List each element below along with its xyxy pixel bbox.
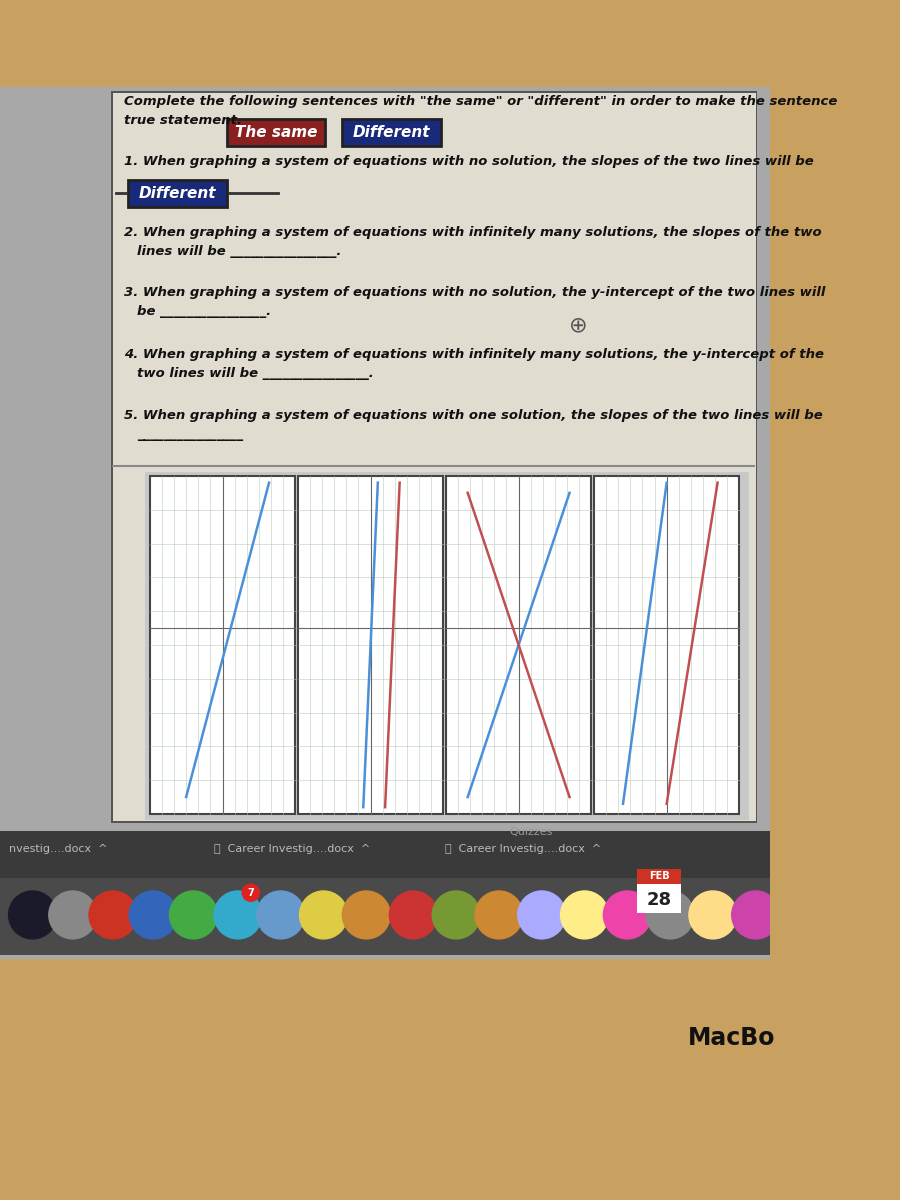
Text: lines will be ________________.: lines will be ________________. [137,245,341,258]
Text: 5. When graphing a system of equations with one solution, the slopes of the two : 5. When graphing a system of equations w… [124,409,823,422]
Circle shape [603,890,652,938]
Text: 1. When graphing a system of equations with no solution, the slopes of the two l: 1. When graphing a system of equations w… [124,155,814,168]
Circle shape [9,890,57,938]
Bar [0,832,770,878]
Circle shape [475,890,523,938]
Bar [113,92,756,821]
Text: The same: The same [235,125,317,140]
Circle shape [732,890,779,938]
Text: Complete the following sentences with "the same" or "different" in order to make: Complete the following sentences with "t… [124,95,838,108]
Text: ⊕: ⊕ [569,316,588,335]
Text: ⎕  Career Investig....docx  ^: ⎕ Career Investig....docx ^ [214,845,370,854]
Bar [149,476,295,814]
Text: true statement.: true statement. [124,114,242,127]
Bar [636,869,681,884]
Bar [594,476,740,814]
Circle shape [214,890,262,938]
Bar [129,180,227,208]
Circle shape [49,890,96,938]
Bar [446,476,591,814]
Bar [446,476,591,814]
Circle shape [342,890,391,938]
Circle shape [688,890,737,938]
Text: FEB: FEB [649,871,670,882]
Bar [129,180,227,208]
Text: Different: Different [353,125,430,140]
Text: 3. When graphing a system of equations with no solution, the y-intercept of the : 3. When graphing a system of equations w… [124,286,825,299]
Circle shape [89,890,137,938]
Text: MacBo: MacBo [688,1026,776,1050]
Bar [298,476,444,814]
Bar [0,86,770,832]
Bar [636,869,681,913]
Text: two lines will be ________________.: two lines will be ________________. [137,367,374,379]
Circle shape [300,890,347,938]
Circle shape [518,890,566,938]
Text: be ________________.: be ________________. [137,305,271,318]
Circle shape [432,890,480,938]
Bar [146,472,749,820]
Circle shape [256,890,305,938]
Bar [0,960,770,1114]
Text: ________________: ________________ [137,428,243,442]
Bar [594,476,740,814]
Text: 2. When graphing a system of equations with infinitely many solutions, the slope: 2. When graphing a system of equations w… [124,227,822,239]
Text: Quizzes: Quizzes [508,827,553,838]
Bar [227,119,325,146]
Text: Different: Different [139,186,216,200]
Bar [342,119,441,146]
Circle shape [646,890,694,938]
Bar [298,476,444,814]
Text: 4. When graphing a system of equations with infinitely many solutions, the y-int: 4. When graphing a system of equations w… [124,348,824,361]
Circle shape [130,890,177,938]
Bar [342,119,441,146]
Circle shape [242,884,259,901]
Text: 28: 28 [646,890,671,908]
Bar [149,476,295,814]
Bar [112,91,758,822]
Text: ⎕  Career Investig....docx  ^: ⎕ Career Investig....docx ^ [445,845,601,854]
Circle shape [169,890,218,938]
Text: 7: 7 [248,888,254,898]
Bar [227,119,325,146]
Circle shape [561,890,608,938]
Circle shape [390,890,437,938]
Text: nvestig....docx  ^: nvestig....docx ^ [9,845,107,854]
Bar [0,878,770,955]
